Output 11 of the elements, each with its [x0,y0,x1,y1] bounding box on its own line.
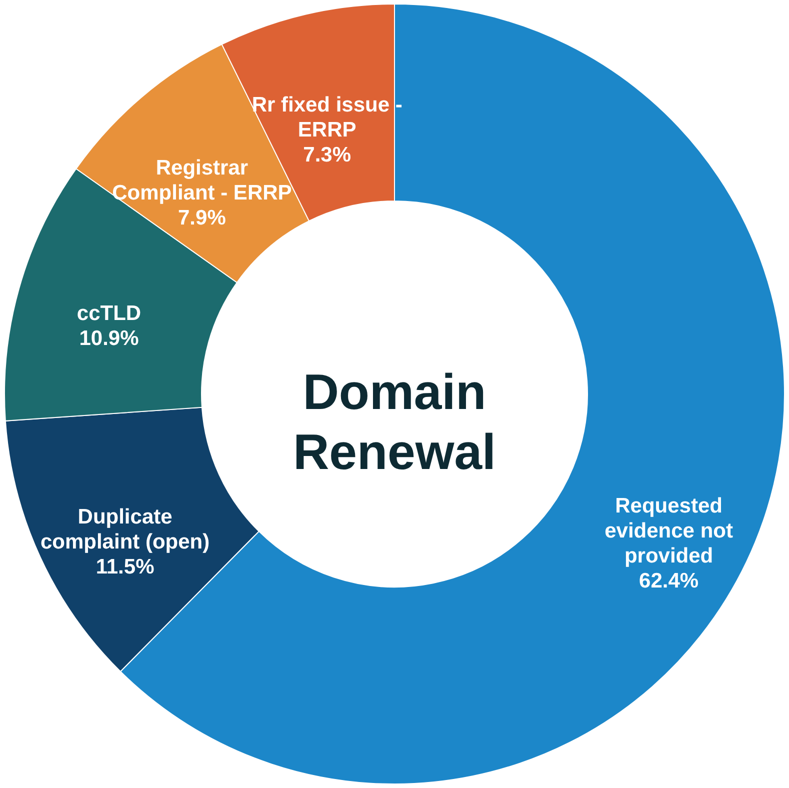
data-label: 10.9% [79,326,140,350]
data-label: 62.4% [639,570,699,593]
slice-label: Duplicate complaint (open) [40,506,210,554]
slice-label: Rr fixed issue - ERRP [252,93,402,142]
slice-label: Requested evidence not provided [604,494,733,568]
data-label: 11.5% [96,556,155,579]
data-label: 7.9% [178,206,226,230]
text: Domain Renewal [293,364,496,480]
slice-label: Registrar Compliant - ERRP [112,156,292,205]
slice-label: ccTLD [76,302,142,325]
data-label: 7.3% [303,143,352,166]
